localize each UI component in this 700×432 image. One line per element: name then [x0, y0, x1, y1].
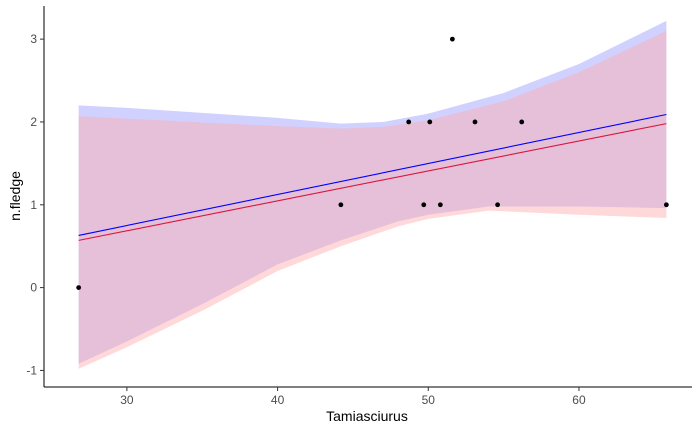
data-point: [449, 36, 455, 42]
confidence-band-2: [78, 30, 667, 369]
data-point: [495, 202, 500, 208]
y-tick-label: 1: [30, 198, 37, 212]
x-tick-label: 60: [572, 393, 586, 407]
y-axis-title: n.fledge: [7, 171, 23, 221]
data-point: [338, 202, 344, 208]
data-point: [421, 202, 427, 208]
data-points: [76, 36, 669, 291]
x-axis-title: Tamiasciurus: [326, 408, 408, 424]
data-point: [406, 119, 412, 125]
fit-line-2: [78, 123, 667, 241]
data-point: [472, 119, 478, 125]
y-tick-label: 0: [30, 281, 37, 295]
y-tick-label: 3: [30, 32, 37, 46]
x-tick-label: 30: [120, 393, 134, 407]
x-tick-label: 50: [422, 393, 436, 407]
confidence-bands: [78, 20, 667, 369]
fit-lines: [78, 113, 667, 241]
data-point: [437, 202, 443, 208]
confidence-band-1: [78, 20, 667, 364]
x-tick-label: 40: [271, 393, 285, 407]
data-point: [663, 202, 669, 208]
y-tick-label: 2: [30, 115, 37, 129]
data-point: [427, 119, 433, 125]
fit-line-1: [78, 113, 667, 236]
y-tick-label: -1: [26, 363, 37, 377]
data-point: [519, 119, 525, 125]
data-point: [76, 285, 82, 291]
axes: 30 40 50 60 -1 0 1 2 3: [26, 6, 692, 407]
